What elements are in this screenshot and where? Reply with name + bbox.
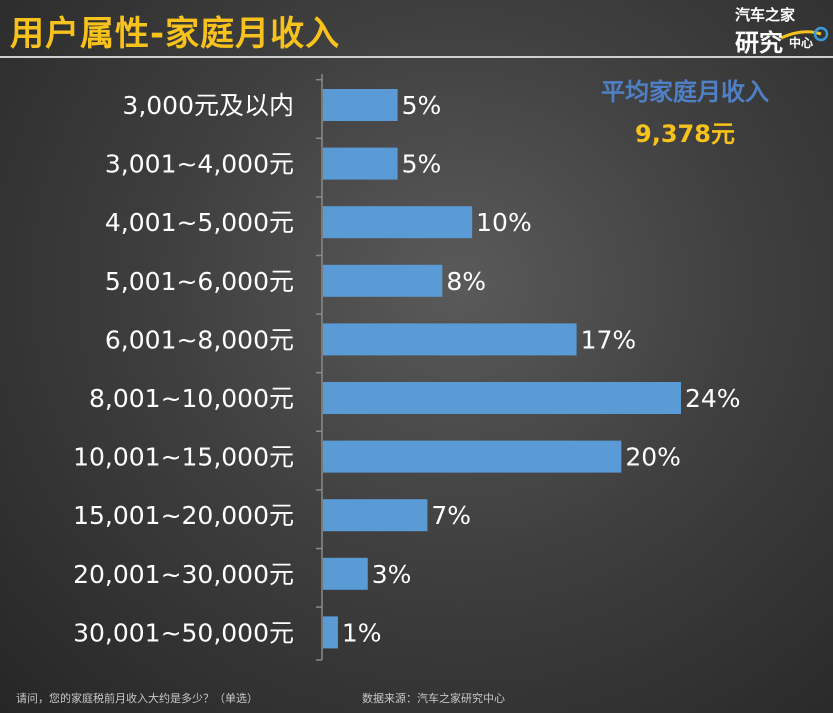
- bar: [323, 89, 398, 121]
- title-divider: [0, 56, 833, 58]
- bar-value-label: 5%: [402, 91, 442, 120]
- bar: [323, 616, 338, 649]
- logo-text-line2: 研究: [735, 29, 783, 57]
- category-label: 8,001~10,000元: [89, 384, 294, 413]
- average-income-value: 9,378元: [635, 120, 735, 148]
- category-label: 15,001~20,000元: [73, 501, 294, 530]
- bar-value-label: 20%: [625, 443, 681, 472]
- bar: [323, 323, 577, 356]
- bar-value-label: 5%: [402, 150, 442, 179]
- logo-text-line3: 中心: [789, 36, 814, 50]
- bar: [323, 147, 398, 180]
- page-title: 用户属性-家庭月收入: [10, 14, 341, 54]
- income-bar-chart: 3,000元及以内 5% 3,001~4,000元 5% 4,001~5,000元 10%…: [73, 74, 741, 661]
- logo-swoosh-icon: [780, 26, 829, 42]
- data-source: 数据来源：汽车之家研究中心: [362, 692, 505, 705]
- bar-value-label: 17%: [581, 325, 637, 354]
- category-label: 5,001~6,000元: [105, 267, 294, 296]
- bar-value-label: 3%: [372, 560, 412, 589]
- bar: [323, 499, 428, 532]
- bar: [323, 264, 443, 297]
- bar-value-label: 1%: [342, 618, 382, 647]
- bar-value-label: 24%: [685, 384, 741, 413]
- category-label: 3,000元及以内: [122, 91, 294, 120]
- category-label: 3,001~4,000元: [105, 150, 294, 179]
- category-label: 30,001~50,000元: [73, 618, 294, 647]
- average-income-label: 平均家庭月收入: [601, 78, 769, 106]
- bar-value-label: 10%: [476, 208, 532, 237]
- logo-text-line1: 汽车之家: [735, 6, 796, 24]
- category-label: 4,001~5,000元: [105, 208, 294, 237]
- survey-question: 请问，您的家庭税前月收入大约是多少？（单选）: [16, 692, 258, 705]
- bar-value-label: 7%: [431, 501, 471, 530]
- bar: [323, 557, 368, 590]
- bar: [323, 440, 622, 473]
- bar: [323, 206, 473, 239]
- category-label: 20,001~30,000元: [73, 560, 294, 589]
- brand-logo: 汽车之家 研究 中心: [733, 4, 829, 57]
- category-label: 6,001~8,000元: [105, 325, 294, 354]
- bar: [323, 382, 681, 414]
- category-label: 10,001~15,000元: [73, 443, 294, 472]
- bar-value-label: 8%: [446, 267, 486, 296]
